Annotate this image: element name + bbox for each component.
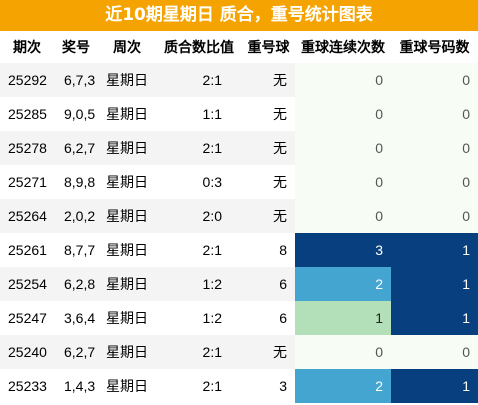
cell-zhouci: 星期日 [98,335,156,369]
cell-chonghao: 无 [242,165,295,199]
cell-qici: 25285 [0,97,54,131]
table-row: 25261 8,7,7 星期日 2:1 8 3 1 [0,233,478,267]
table-body: 25292 6,7,3 星期日 2:1 无 0 0 25285 9,0,5 星期日 1:1 无 0 0 25… [0,63,478,403]
table-row: 25254 6,2,8 星期日 1:2 6 2 1 [0,267,478,301]
cell-lianxu: 0 [295,335,391,369]
cell-jianghao: 9,0,5 [54,97,98,131]
cell-bizhi: 2:1 [156,335,242,369]
cell-jianghao: 3,6,4 [54,301,98,335]
cell-zhouci: 星期日 [98,301,156,335]
cell-haoma: 1 [391,233,478,267]
table-row: 25264 2,0,2 星期日 2:0 无 0 0 [0,199,478,233]
cell-haoma: 1 [391,267,478,301]
cell-bizhi: 1:1 [156,97,242,131]
cell-qici: 25233 [0,369,54,403]
col-header-zhouci: 周次 [98,31,156,63]
table-row: 25240 6,2,7 星期日 2:1 无 0 0 [0,335,478,369]
col-header-jianghao: 奖号 [54,31,98,63]
table-row: 25278 6,2,7 星期日 2:1 无 0 0 [0,131,478,165]
table-row: 25285 9,0,5 星期日 1:1 无 0 0 [0,97,478,131]
cell-qici: 25264 [0,199,54,233]
cell-jianghao: 6,2,7 [54,335,98,369]
cell-lianxu: 0 [295,63,391,97]
cell-zhouci: 星期日 [98,233,156,267]
cell-zhouci: 星期日 [98,165,156,199]
cell-zhouci: 星期日 [98,199,156,233]
cell-bizhi: 0:3 [156,165,242,199]
cell-chonghao: 无 [242,199,295,233]
cell-jianghao: 6,7,3 [54,63,98,97]
cell-haoma: 1 [391,301,478,335]
cell-chonghao: 无 [242,335,295,369]
cell-bizhi: 1:2 [156,301,242,335]
cell-bizhi: 2:1 [156,233,242,267]
cell-lianxu: 3 [295,233,391,267]
cell-qici: 25247 [0,301,54,335]
cell-jianghao: 8,9,8 [54,165,98,199]
col-header-chonghao: 重号球 [242,31,295,63]
cell-jianghao: 1,4,3 [54,369,98,403]
stats-table: 期次 奖号 周次 质合数比值 重号球 重球连续次数 重球号码数 25292 6,7… [0,31,478,403]
col-header-haoma: 重球号码数 [391,31,478,63]
cell-jianghao: 6,2,7 [54,131,98,165]
cell-jianghao: 6,2,8 [54,267,98,301]
cell-zhouci: 星期日 [98,131,156,165]
cell-lianxu: 0 [295,131,391,165]
cell-haoma: 0 [391,335,478,369]
cell-qici: 25271 [0,165,54,199]
cell-haoma: 0 [391,165,478,199]
cell-chonghao: 6 [242,267,295,301]
table-row: 25271 8,9,8 星期日 0:3 无 0 0 [0,165,478,199]
cell-chonghao: 3 [242,369,295,403]
cell-jianghao: 8,7,7 [54,233,98,267]
col-header-lianxu: 重球连续次数 [295,31,391,63]
cell-zhouci: 星期日 [98,369,156,403]
cell-qici: 25278 [0,131,54,165]
cell-chonghao: 6 [242,301,295,335]
cell-chonghao: 无 [242,97,295,131]
cell-bizhi: 2:0 [156,199,242,233]
cell-qici: 25292 [0,63,54,97]
cell-qici: 25254 [0,267,54,301]
cell-lianxu: 0 [295,165,391,199]
cell-bizhi: 2:1 [156,369,242,403]
cell-haoma: 0 [391,97,478,131]
cell-lianxu: 2 [295,369,391,403]
cell-haoma: 0 [391,131,478,165]
cell-jianghao: 2,0,2 [54,199,98,233]
cell-chonghao: 无 [242,63,295,97]
cell-lianxu: 0 [295,199,391,233]
cell-qici: 25240 [0,335,54,369]
cell-bizhi: 2:1 [156,131,242,165]
table-row: 25233 1,4,3 星期日 2:1 3 2 1 [0,369,478,403]
cell-lianxu: 0 [295,97,391,131]
table-row: 25247 3,6,4 星期日 1:2 6 1 1 [0,301,478,335]
cell-zhouci: 星期日 [98,97,156,131]
header-row: 期次 奖号 周次 质合数比值 重号球 重球连续次数 重球号码数 [0,31,478,63]
cell-zhouci: 星期日 [98,267,156,301]
cell-qici: 25261 [0,233,54,267]
cell-bizhi: 2:1 [156,63,242,97]
chart-title: 近10期星期日 质合，重号统计图表 [0,0,478,31]
cell-haoma: 1 [391,369,478,403]
cell-chonghao: 无 [242,131,295,165]
col-header-qici: 期次 [0,31,54,63]
cell-lianxu: 2 [295,267,391,301]
cell-haoma: 0 [391,63,478,97]
table-row: 25292 6,7,3 星期日 2:1 无 0 0 [0,63,478,97]
cell-lianxu: 1 [295,301,391,335]
col-header-bizhi: 质合数比值 [156,31,242,63]
cell-zhouci: 星期日 [98,63,156,97]
cell-haoma: 0 [391,199,478,233]
cell-chonghao: 8 [242,233,295,267]
cell-bizhi: 1:2 [156,267,242,301]
